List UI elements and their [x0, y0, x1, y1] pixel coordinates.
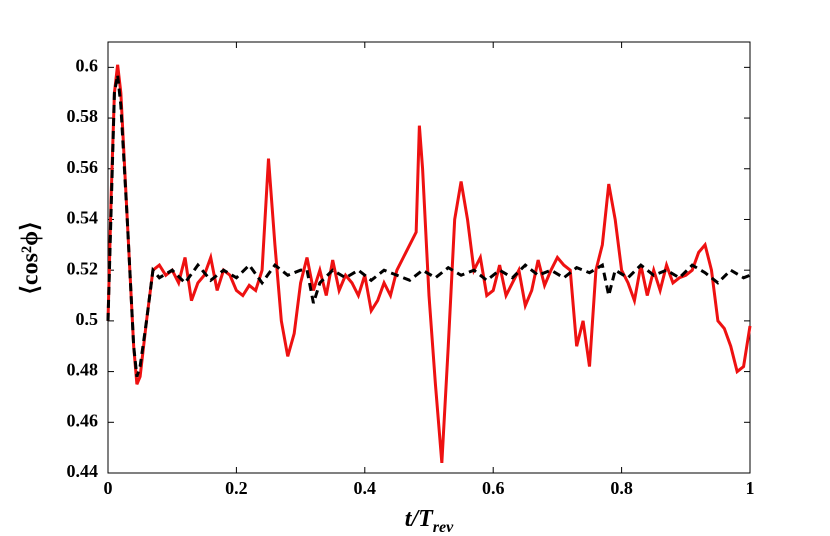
x-axis-label-sub: rev [433, 519, 454, 536]
y-tick-label: 0.58 [67, 106, 99, 126]
x-tick-label: 0.8 [610, 478, 633, 498]
plot-frame [107, 41, 751, 474]
x-axis-label-main: t/T [405, 506, 434, 532]
data-line [106, 64, 752, 463]
y-tick-label: 0.6 [76, 55, 99, 75]
y-tick-label: 0.48 [67, 360, 99, 380]
x-tick-label: 0 [104, 478, 113, 498]
y-tick-label: 0.56 [67, 157, 99, 177]
x-tick-label: 0.6 [482, 478, 505, 498]
y-tick-label: 0.52 [67, 258, 99, 278]
data-line [106, 74, 751, 378]
x-tick-label: 0.4 [354, 478, 377, 498]
y-tick-label: 0.54 [67, 208, 99, 228]
y-tick-label: 0.44 [67, 461, 99, 481]
x-tick-label: 1 [746, 478, 755, 498]
y-axis-label: ⟨cos²ϕ⟩ [18, 222, 44, 295]
x-tick-label: 0.2 [225, 478, 248, 498]
y-tick-label: 0.5 [76, 309, 99, 329]
x-axis-label: t/Trev [405, 506, 454, 536]
y-tick-label: 0.46 [67, 410, 99, 430]
